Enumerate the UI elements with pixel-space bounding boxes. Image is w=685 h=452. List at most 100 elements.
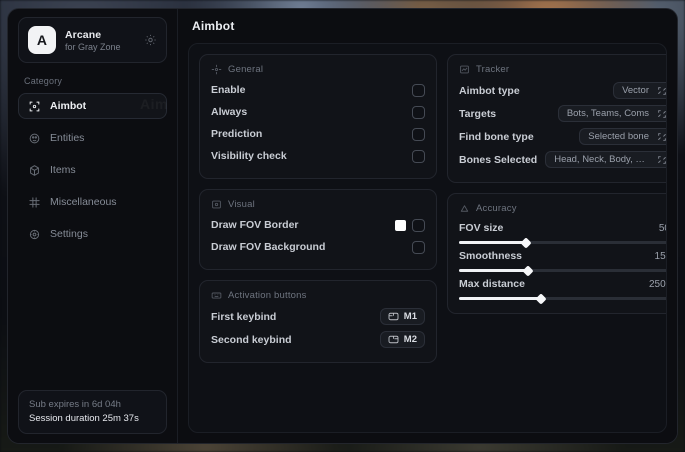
dropdown-value: Selected bone [588,131,649,142]
panel-title: Tracker [476,64,510,75]
users-icon [28,132,41,145]
mouse-right-icon [388,335,399,344]
slider-fill [459,269,528,272]
sidebar-item-watermark: Aim [140,96,168,112]
row-enable[interactable]: Enable [211,79,425,101]
row-label: Targets [459,107,497,120]
sidebar-item-label: Settings [50,228,88,240]
slider-max-distance[interactable]: Max distance 250m [459,274,666,305]
sidebar-item-settings[interactable]: Settings [18,221,167,247]
checkbox-always[interactable] [412,105,425,119]
row-label: First keybind [211,310,277,323]
keybind-button-first[interactable]: M1 [379,308,425,325]
sidebar-item-label: Entities [50,132,85,144]
sidebar-item-items[interactable]: Items [18,157,167,183]
panels-container: General Enable Always [188,43,667,433]
slider-track[interactable] [459,292,666,305]
sidebar-item-miscellaneous[interactable]: Miscellaneous [18,189,167,215]
row-aimbot-type[interactable]: Aimbot type Vector [459,79,666,102]
row-control [412,83,425,97]
row-visibility-check[interactable]: Visibility check [211,145,425,167]
checkbox-prediction[interactable] [412,127,425,141]
profile-card[interactable]: A Arcane for Gray Zone [18,17,167,63]
session-duration: Session duration 25m 37s [29,413,139,424]
row-bones-selected[interactable]: Bones Selected Head, Neck, Body, Pe.. [459,148,666,171]
sliders-icon [28,196,41,209]
panel-activation-header: Activation buttons [211,290,425,301]
row-label: Second keybind [211,333,292,346]
slider-label: FOV size [459,222,504,234]
sidebar-item-aimbot[interactable]: Aimbot Aim [18,93,168,119]
left-column: General Enable Always [199,54,437,363]
row-control [412,105,425,119]
sidebar: A Arcane for Gray Zone Category Aimbot [8,9,178,443]
profile-name: Arcane [65,28,102,41]
checkbox-draw-fov-border[interactable] [412,218,425,232]
arcane-overlay-window: A Arcane for Gray Zone Category Aimbot [7,8,678,444]
slider-smoothness[interactable]: Smoothness 15.0 [459,246,666,277]
slider-track[interactable] [459,236,666,249]
gear-icon [28,228,41,241]
checkbox-enable[interactable] [412,83,425,97]
keybind-button-second[interactable]: M2 [379,331,425,348]
dropdown-bones-selected[interactable]: Head, Neck, Body, Pe.. [545,151,666,168]
profile-subtitle: for Gray Zone [65,41,121,52]
row-find-bone-type[interactable]: Find bone type Selected bone [459,125,666,148]
row-first-keybind[interactable]: First keybind M1 [211,305,425,328]
row-label: Find bone type [459,130,534,143]
dropdown-aimbot-type[interactable]: Vector [613,82,666,99]
panel-general: General Enable Always [199,54,437,179]
expand-icon [657,132,666,142]
slider-label: Smoothness [459,250,523,262]
tracker-icon [459,64,470,75]
sidebar-item-entities[interactable]: Entities [18,125,167,151]
slider-header: Max distance 250m [459,278,666,290]
row-always[interactable]: Always [211,101,425,123]
slider-label: Max distance [459,278,525,290]
panel-title: Activation buttons [228,290,307,301]
dropdown-targets[interactable]: Bots, Teams, Coms [557,105,666,122]
box-icon [28,164,41,177]
row-prediction[interactable]: Prediction [211,123,425,145]
profile-text: Arcane for Gray Zone [65,29,121,52]
gear-icon[interactable] [144,34,157,47]
triangle-icon [459,203,470,214]
keybind-value: M2 [403,334,417,345]
row-label: Draw FOV Border [211,219,299,231]
slider-header: FOV size 50° [459,222,666,234]
panel-tracker-header: Tracker [459,64,666,75]
sidebar-item-label: Items [50,164,76,176]
row-targets[interactable]: Targets Bots, Teams, Coms [459,102,666,125]
subscription-card: Sub expires in 6d 04h Session duration 2… [18,390,167,434]
checkbox-visibility-check[interactable] [412,149,425,163]
panel-accuracy: Accuracy FOV size 50° [447,193,666,314]
slider-value: 15.0 [654,251,666,262]
slider-value: 50° [658,223,666,234]
slider-value: 250m [648,279,666,290]
right-column: Tracker Aimbot type Vector [447,54,666,314]
row-draw-fov-border[interactable]: Draw FOV Border [211,214,425,236]
panel-accuracy-header: Accuracy [459,203,666,214]
dropdown-find-bone-type[interactable]: Selected bone [579,128,666,145]
crosshair-icon [211,64,222,75]
panel-title: General [228,64,264,75]
slider-knob[interactable] [535,292,547,305]
row-draw-fov-background[interactable]: Draw FOV Background [211,236,425,258]
panel-tracker: Tracker Aimbot type Vector [447,54,666,183]
category-label: Category [24,76,63,86]
row-control [395,218,425,232]
panel-visual: Visual Draw FOV Border Draw FOV Backgrou… [199,189,437,270]
dropdown-value: Vector [622,85,649,96]
color-swatch-fov-border[interactable] [395,219,406,231]
slider-fov-size[interactable]: FOV size 50° [459,218,666,249]
subscription-expiry: Sub expires in 6d 04h [29,399,121,410]
row-label: Prediction [211,128,263,140]
row-label: Draw FOV Background [211,241,326,253]
keybind-value: M1 [403,311,417,322]
dropdown-value: Head, Neck, Body, Pe.. [554,154,649,165]
expand-icon [657,109,666,119]
row-second-keybind[interactable]: Second keybind M2 [211,328,425,351]
checkbox-draw-fov-background[interactable] [412,240,425,254]
slider-track[interactable] [459,264,666,277]
row-label: Visibility check [211,150,287,162]
